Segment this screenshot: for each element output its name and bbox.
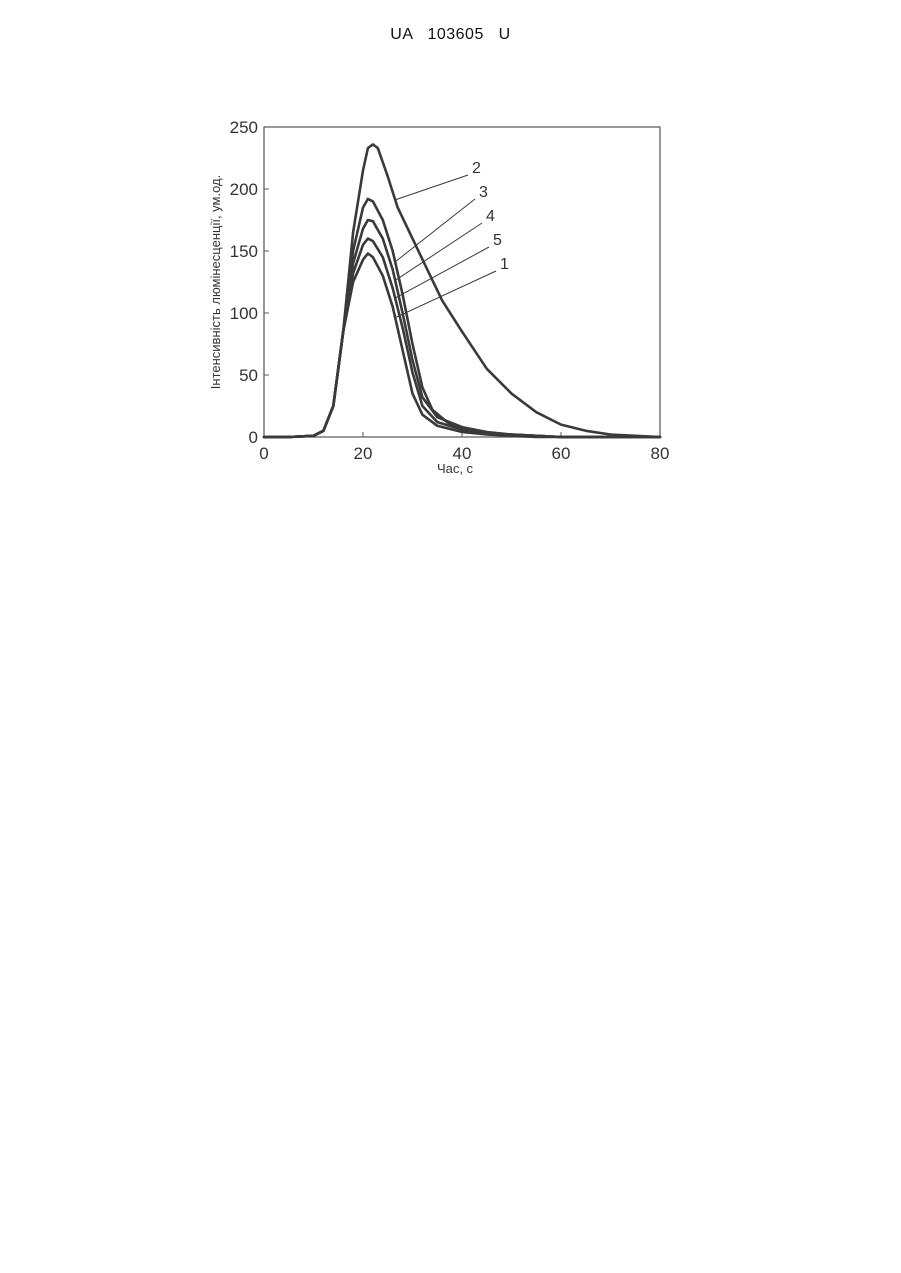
tick-layer: 020406080050100150200250 bbox=[230, 118, 670, 463]
curve-layer bbox=[264, 144, 660, 437]
y-axis-title: Інтенсивність люмінесценції, ум.од. bbox=[208, 175, 223, 389]
curve-label-2: 2 bbox=[472, 160, 481, 177]
leader-line-5 bbox=[395, 247, 489, 298]
y-tick-label: 50 bbox=[239, 366, 258, 385]
leader-line-1 bbox=[395, 271, 496, 318]
curve-1 bbox=[264, 254, 660, 438]
leader-line-2 bbox=[395, 175, 468, 200]
y-tick-label: 250 bbox=[230, 118, 258, 137]
y-tick-label: 0 bbox=[249, 428, 258, 447]
curve-4 bbox=[264, 220, 660, 437]
x-tick-label: 80 bbox=[651, 444, 670, 463]
curve-label-3: 3 bbox=[479, 184, 488, 201]
curve-label-1: 1 bbox=[500, 256, 509, 273]
chart-svg: 020406080050100150200250 23451 Час, с Ін… bbox=[190, 105, 690, 490]
leader-line-3 bbox=[395, 199, 475, 262]
y-tick-label: 150 bbox=[230, 242, 258, 261]
y-tick-label: 100 bbox=[230, 304, 258, 323]
curve-label-4: 4 bbox=[486, 208, 495, 225]
x-tick-label: 60 bbox=[552, 444, 571, 463]
curve-label-5: 5 bbox=[493, 232, 502, 249]
curve-5 bbox=[264, 239, 660, 437]
x-tick-label: 20 bbox=[354, 444, 373, 463]
curve-2 bbox=[264, 144, 660, 437]
curve-3 bbox=[264, 199, 660, 437]
y-tick-label: 200 bbox=[230, 180, 258, 199]
plot-frame bbox=[264, 127, 660, 437]
patent-number-header: UA 103605 U bbox=[0, 26, 901, 44]
luminescence-chart: 020406080050100150200250 23451 Час, с Ін… bbox=[190, 105, 690, 490]
x-tick-label: 0 bbox=[259, 444, 268, 463]
x-axis-title: Час, с bbox=[437, 461, 474, 476]
